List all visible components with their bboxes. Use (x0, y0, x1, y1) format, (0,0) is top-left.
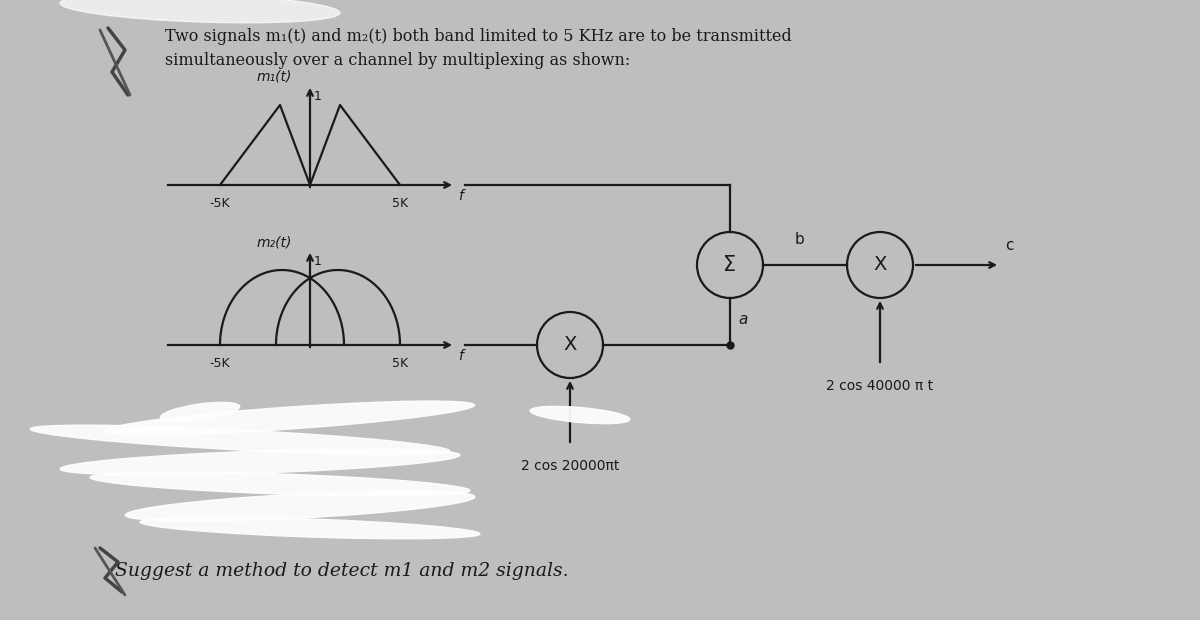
Text: Two signals m₁(t) and m₂(t) both band limited to 5 KHz are to be transmitted: Two signals m₁(t) and m₂(t) both band li… (166, 28, 792, 45)
Ellipse shape (530, 406, 630, 423)
Text: 2 cos 40000 π t: 2 cos 40000 π t (827, 379, 934, 393)
Text: 5K: 5K (392, 357, 408, 370)
Text: Σ: Σ (724, 255, 737, 275)
Text: -5K: -5K (210, 197, 230, 210)
Text: 2 cos 20000πt: 2 cos 20000πt (521, 459, 619, 473)
Ellipse shape (125, 491, 475, 521)
Text: a: a (738, 312, 748, 327)
Text: X: X (563, 335, 577, 355)
Text: 5K: 5K (392, 197, 408, 210)
Text: b: b (796, 232, 805, 247)
Ellipse shape (106, 401, 474, 435)
Text: 1: 1 (314, 90, 322, 103)
Ellipse shape (161, 402, 240, 422)
Text: 1: 1 (314, 255, 322, 268)
Text: m₂(t): m₂(t) (257, 235, 292, 249)
Text: Suggest a method to detect m1 and m2 signals.: Suggest a method to detect m1 and m2 sig… (115, 562, 569, 580)
Text: m₁(t): m₁(t) (257, 70, 292, 84)
Text: f: f (458, 189, 463, 203)
Text: simultaneously over a channel by multiplexing as shown:: simultaneously over a channel by multipl… (166, 52, 630, 69)
Text: -5K: -5K (210, 357, 230, 370)
Text: f: f (458, 349, 463, 363)
Ellipse shape (60, 449, 460, 475)
Text: X: X (874, 255, 887, 275)
Ellipse shape (30, 425, 450, 455)
Ellipse shape (60, 0, 340, 23)
Ellipse shape (90, 472, 470, 496)
Text: c: c (1006, 238, 1014, 253)
Ellipse shape (140, 517, 480, 539)
